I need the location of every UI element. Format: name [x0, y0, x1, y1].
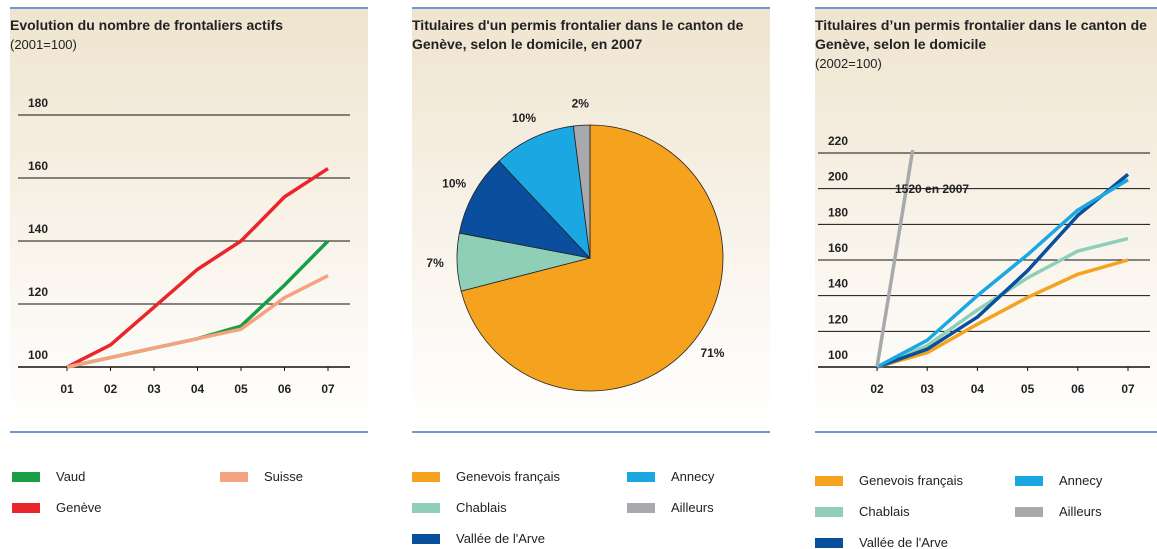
slice-label: 71%: [700, 346, 724, 360]
legend-label: Vaud: [56, 469, 85, 484]
legend-swatch: [815, 507, 843, 517]
legend-swatch: [412, 503, 440, 513]
title-block: Evolution du nombre de frontaliers actif…: [10, 16, 375, 54]
legend-swatch: [1015, 507, 1043, 517]
legend-label: Suisse: [264, 469, 303, 484]
pie-slice: [498, 125, 591, 260]
series-line: [66, 167, 329, 369]
legend-label: Annecy: [1059, 473, 1103, 488]
y-tick-label: 100: [828, 348, 848, 362]
x-tick-label: 01: [60, 382, 74, 396]
legend-swatch: [12, 503, 40, 513]
chart-title: Titulaires d’un permis frontalier dans l…: [815, 17, 1147, 52]
x-tick-label: 02: [870, 382, 884, 396]
x-tick-label: 02: [104, 382, 118, 396]
title-block: Titulaires d’un permis frontalier dans l…: [815, 16, 1150, 73]
y-tick-label: 180: [828, 205, 848, 219]
y-tick-label: 120: [28, 285, 48, 299]
pie-slice: [460, 124, 724, 392]
legend-swatch: [627, 472, 655, 482]
series-group: [875, 150, 1130, 369]
slice-label: 10%: [512, 111, 536, 125]
x-tick-label: 06: [1071, 382, 1085, 396]
pie-slice: [572, 124, 591, 259]
legend-swatch: [815, 538, 843, 548]
chart-title: Evolution du nombre de frontaliers actif…: [10, 17, 284, 33]
series-line: [66, 274, 329, 369]
chart-title: Titulaires d'un permis frontalier dans l…: [412, 17, 744, 52]
title-block: Titulaires d'un permis frontalier dans l…: [412, 16, 762, 54]
annotation: 1520 en 2007: [895, 182, 969, 196]
slice-label: 10%: [442, 176, 466, 190]
y-tick-label: 160: [28, 159, 48, 173]
legend-swatch: [12, 472, 40, 482]
chart-subtitle: (2001=100): [10, 37, 77, 52]
y-tick-label: 220: [828, 134, 848, 148]
x-tick-label: 07: [321, 382, 335, 396]
x-tick-label: 04: [191, 382, 205, 396]
x-tick-label: 05: [234, 382, 248, 396]
y-tick-label: 200: [828, 170, 848, 184]
y-tick-label: 140: [828, 277, 848, 291]
chart-subtitle: (2002=100): [815, 56, 882, 71]
legend-swatch: [627, 503, 655, 513]
x-tick-label: 03: [147, 382, 161, 396]
slice-label: 2%: [572, 96, 590, 110]
legend-label: Genevois français: [456, 469, 561, 484]
y-tick-label: 100: [28, 348, 48, 362]
x-tick-label: 05: [1021, 382, 1035, 396]
background: [10, 9, 368, 431]
y-tick-label: 140: [28, 222, 48, 236]
series-line: [876, 173, 1130, 369]
x-tick-label: 03: [921, 382, 935, 396]
x-tick-label: 04: [971, 382, 985, 396]
legend-label: Genevois français: [859, 473, 964, 488]
slice-label: 7%: [426, 256, 444, 270]
pie-slice: [458, 160, 592, 259]
legend-label: Vallée de l'Arve: [859, 535, 948, 549]
legend-label: Annecy: [671, 469, 715, 484]
y-tick-label: 120: [828, 312, 848, 326]
legend-swatch: [412, 534, 440, 544]
legend-swatch: [815, 476, 843, 486]
legend-label: Ailleurs: [1059, 504, 1102, 519]
legend-label: Ailleurs: [671, 500, 714, 515]
legend-swatch: [412, 472, 440, 482]
legend-label: Vallée de l'Arve: [456, 531, 545, 546]
y-tick-label: 180: [28, 96, 48, 110]
series-line: [876, 178, 1129, 369]
legend-swatch: [220, 472, 248, 482]
legend-label: Genève: [56, 500, 102, 515]
legend-swatch: [1015, 476, 1043, 486]
series-line: [875, 150, 915, 368]
legend-label: Chablais: [456, 500, 507, 515]
series-group: [66, 167, 330, 369]
y-tick-label: 160: [828, 241, 848, 255]
background: [815, 9, 1157, 431]
separators: [10, 7, 1157, 433]
x-tick-label: 07: [1121, 382, 1135, 396]
series-line: [876, 258, 1129, 369]
x-tick-label: 06: [278, 382, 292, 396]
legend-label: Chablais: [859, 504, 910, 519]
